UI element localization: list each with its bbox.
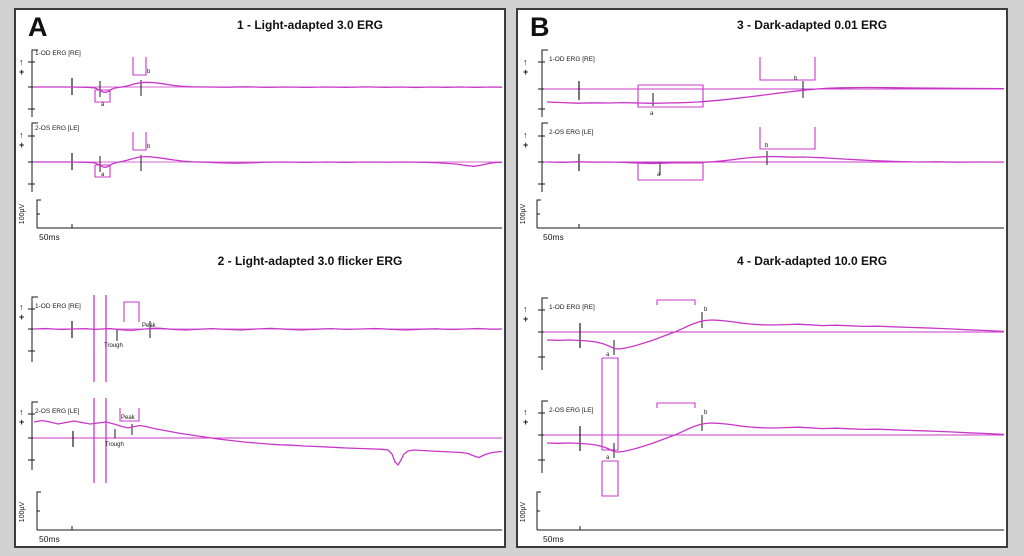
waveform-od (546, 86, 1005, 104)
b-wave-bracket (656, 299, 696, 305)
time-scale-label: 50ms (39, 534, 60, 544)
b-wave-label: b (704, 307, 708, 313)
waveform-od (546, 319, 1005, 350)
trace-axis (31, 122, 38, 192)
amplitude-scale-label: 100µV (19, 501, 26, 522)
peak-marker-bracket (119, 408, 140, 422)
trace-label-os: 2-OS ERG [LE] (35, 408, 80, 415)
trace-axis (541, 49, 548, 117)
b-wave-label: b (147, 144, 151, 150)
plus-icon: + (523, 67, 528, 77)
chart-4-title: 4 - Dark-adapted 10.0 ERG (736, 254, 888, 268)
trace-label-od: 1-OD ERG [RE] (35, 303, 81, 310)
b-wave-bracket (759, 57, 816, 81)
b-wave-bracket (759, 127, 816, 150)
peak-marker-box (123, 301, 140, 322)
chart-3-title: 3 - Dark-adapted 0.01 ERG (736, 18, 888, 32)
panel-b-svg: 1-OD ERG [RE]↑+ab2-OS ERG [LE]↑+ab100µV5… (520, 49, 1005, 544)
waveform-od (33, 327, 503, 332)
panel-a-svg: 1-OD ERG [RE]↑+ab2-OS ERG [LE]↑+ab100µV5… (19, 49, 503, 544)
plus-icon: + (19, 417, 24, 427)
waveform-os (546, 155, 1005, 165)
trace-label-os: 2-OS ERG [LE] (549, 129, 594, 136)
trace-axis (541, 400, 548, 473)
panel-b: B 3 - Dark-adapted 0.01 ERG 4 - Dark-ada… (516, 8, 1008, 548)
peak-label: Peak (121, 415, 136, 421)
up-arrow-icon: ↑ (523, 57, 528, 67)
b-wave-bracket (132, 132, 147, 151)
trough-label: Trough (104, 343, 123, 349)
time-scale-label: 50ms (543, 232, 564, 242)
a-wave-label: a (101, 172, 105, 178)
trace-label-od: 1-OD ERG [RE] (35, 50, 81, 57)
amplitude-scale-label: 100µV (520, 501, 527, 522)
panel-b-letter: B (530, 12, 550, 42)
a-wave-marker-box (637, 84, 704, 108)
trace-axis (541, 122, 548, 192)
waveform-os (34, 155, 503, 168)
up-arrow-icon: ↑ (19, 407, 24, 417)
a-wave-label: a (606, 455, 610, 461)
trace-axis (31, 49, 38, 117)
up-arrow-icon: ↑ (19, 57, 24, 67)
b-wave-bracket (132, 57, 147, 76)
trace-axis (31, 296, 38, 362)
plus-icon: + (523, 417, 528, 427)
trace-label-od: 1-OD ERG [RE] (549, 304, 595, 311)
a-wave-marker-box (601, 460, 619, 497)
amplitude-scale-bracket (36, 491, 41, 530)
waveform-os (33, 419, 503, 467)
b-wave-bracket (656, 402, 696, 408)
trace-axis (31, 401, 38, 470)
a-wave-marker-box (94, 89, 111, 103)
trace-label-os: 2-OS ERG [LE] (35, 125, 80, 132)
a-wave-marker-box (637, 162, 704, 181)
a-wave-label: a (650, 111, 654, 117)
amplitude-scale-label: 100µV (520, 203, 527, 224)
b-wave-label: b (794, 76, 798, 82)
b-wave-label: b (147, 69, 151, 75)
trace-axis (541, 297, 548, 370)
trace-label-os: 2-OS ERG [LE] (549, 407, 594, 414)
waveform-os (546, 422, 1005, 453)
a-wave-marker-box (94, 164, 111, 178)
up-arrow-icon: ↑ (19, 302, 24, 312)
b-wave-label: b (765, 143, 769, 149)
up-arrow-icon: ↑ (523, 304, 528, 314)
chart-2-title: 2 - Light-adapted 3.0 flicker ERG (217, 254, 403, 268)
trace-label-od: 1-OD ERG [RE] (549, 56, 595, 63)
a-wave-marker-box (601, 357, 619, 451)
plus-icon: + (19, 140, 24, 150)
plus-icon: + (523, 314, 528, 324)
a-wave-label: a (606, 352, 610, 358)
amplitude-scale-label: 100µV (19, 203, 26, 224)
panel-a-letter: A (28, 12, 48, 42)
trough-label: Trough (105, 442, 124, 448)
time-scale-label: 50ms (543, 534, 564, 544)
up-arrow-icon: ↑ (523, 130, 528, 140)
b-wave-label: b (704, 410, 708, 416)
peak-label: Peak (142, 323, 157, 329)
plus-icon: + (19, 312, 24, 322)
a-wave-label: a (657, 172, 661, 178)
up-arrow-icon: ↑ (523, 407, 528, 417)
a-wave-label: a (101, 102, 105, 108)
time-scale-label: 50ms (39, 232, 60, 242)
amplitude-scale-bracket (536, 491, 541, 530)
amplitude-scale-bracket (36, 199, 41, 228)
panel-a: A 1 - Light-adapted 3.0 ERG 2 - Light-ad… (14, 8, 506, 548)
plus-icon: + (523, 140, 528, 150)
plus-icon: + (19, 67, 24, 77)
amplitude-scale-bracket (536, 199, 541, 228)
chart-1-title: 1 - Light-adapted 3.0 ERG (236, 18, 383, 32)
up-arrow-icon: ↑ (19, 130, 24, 140)
waveform-od (34, 81, 503, 93)
